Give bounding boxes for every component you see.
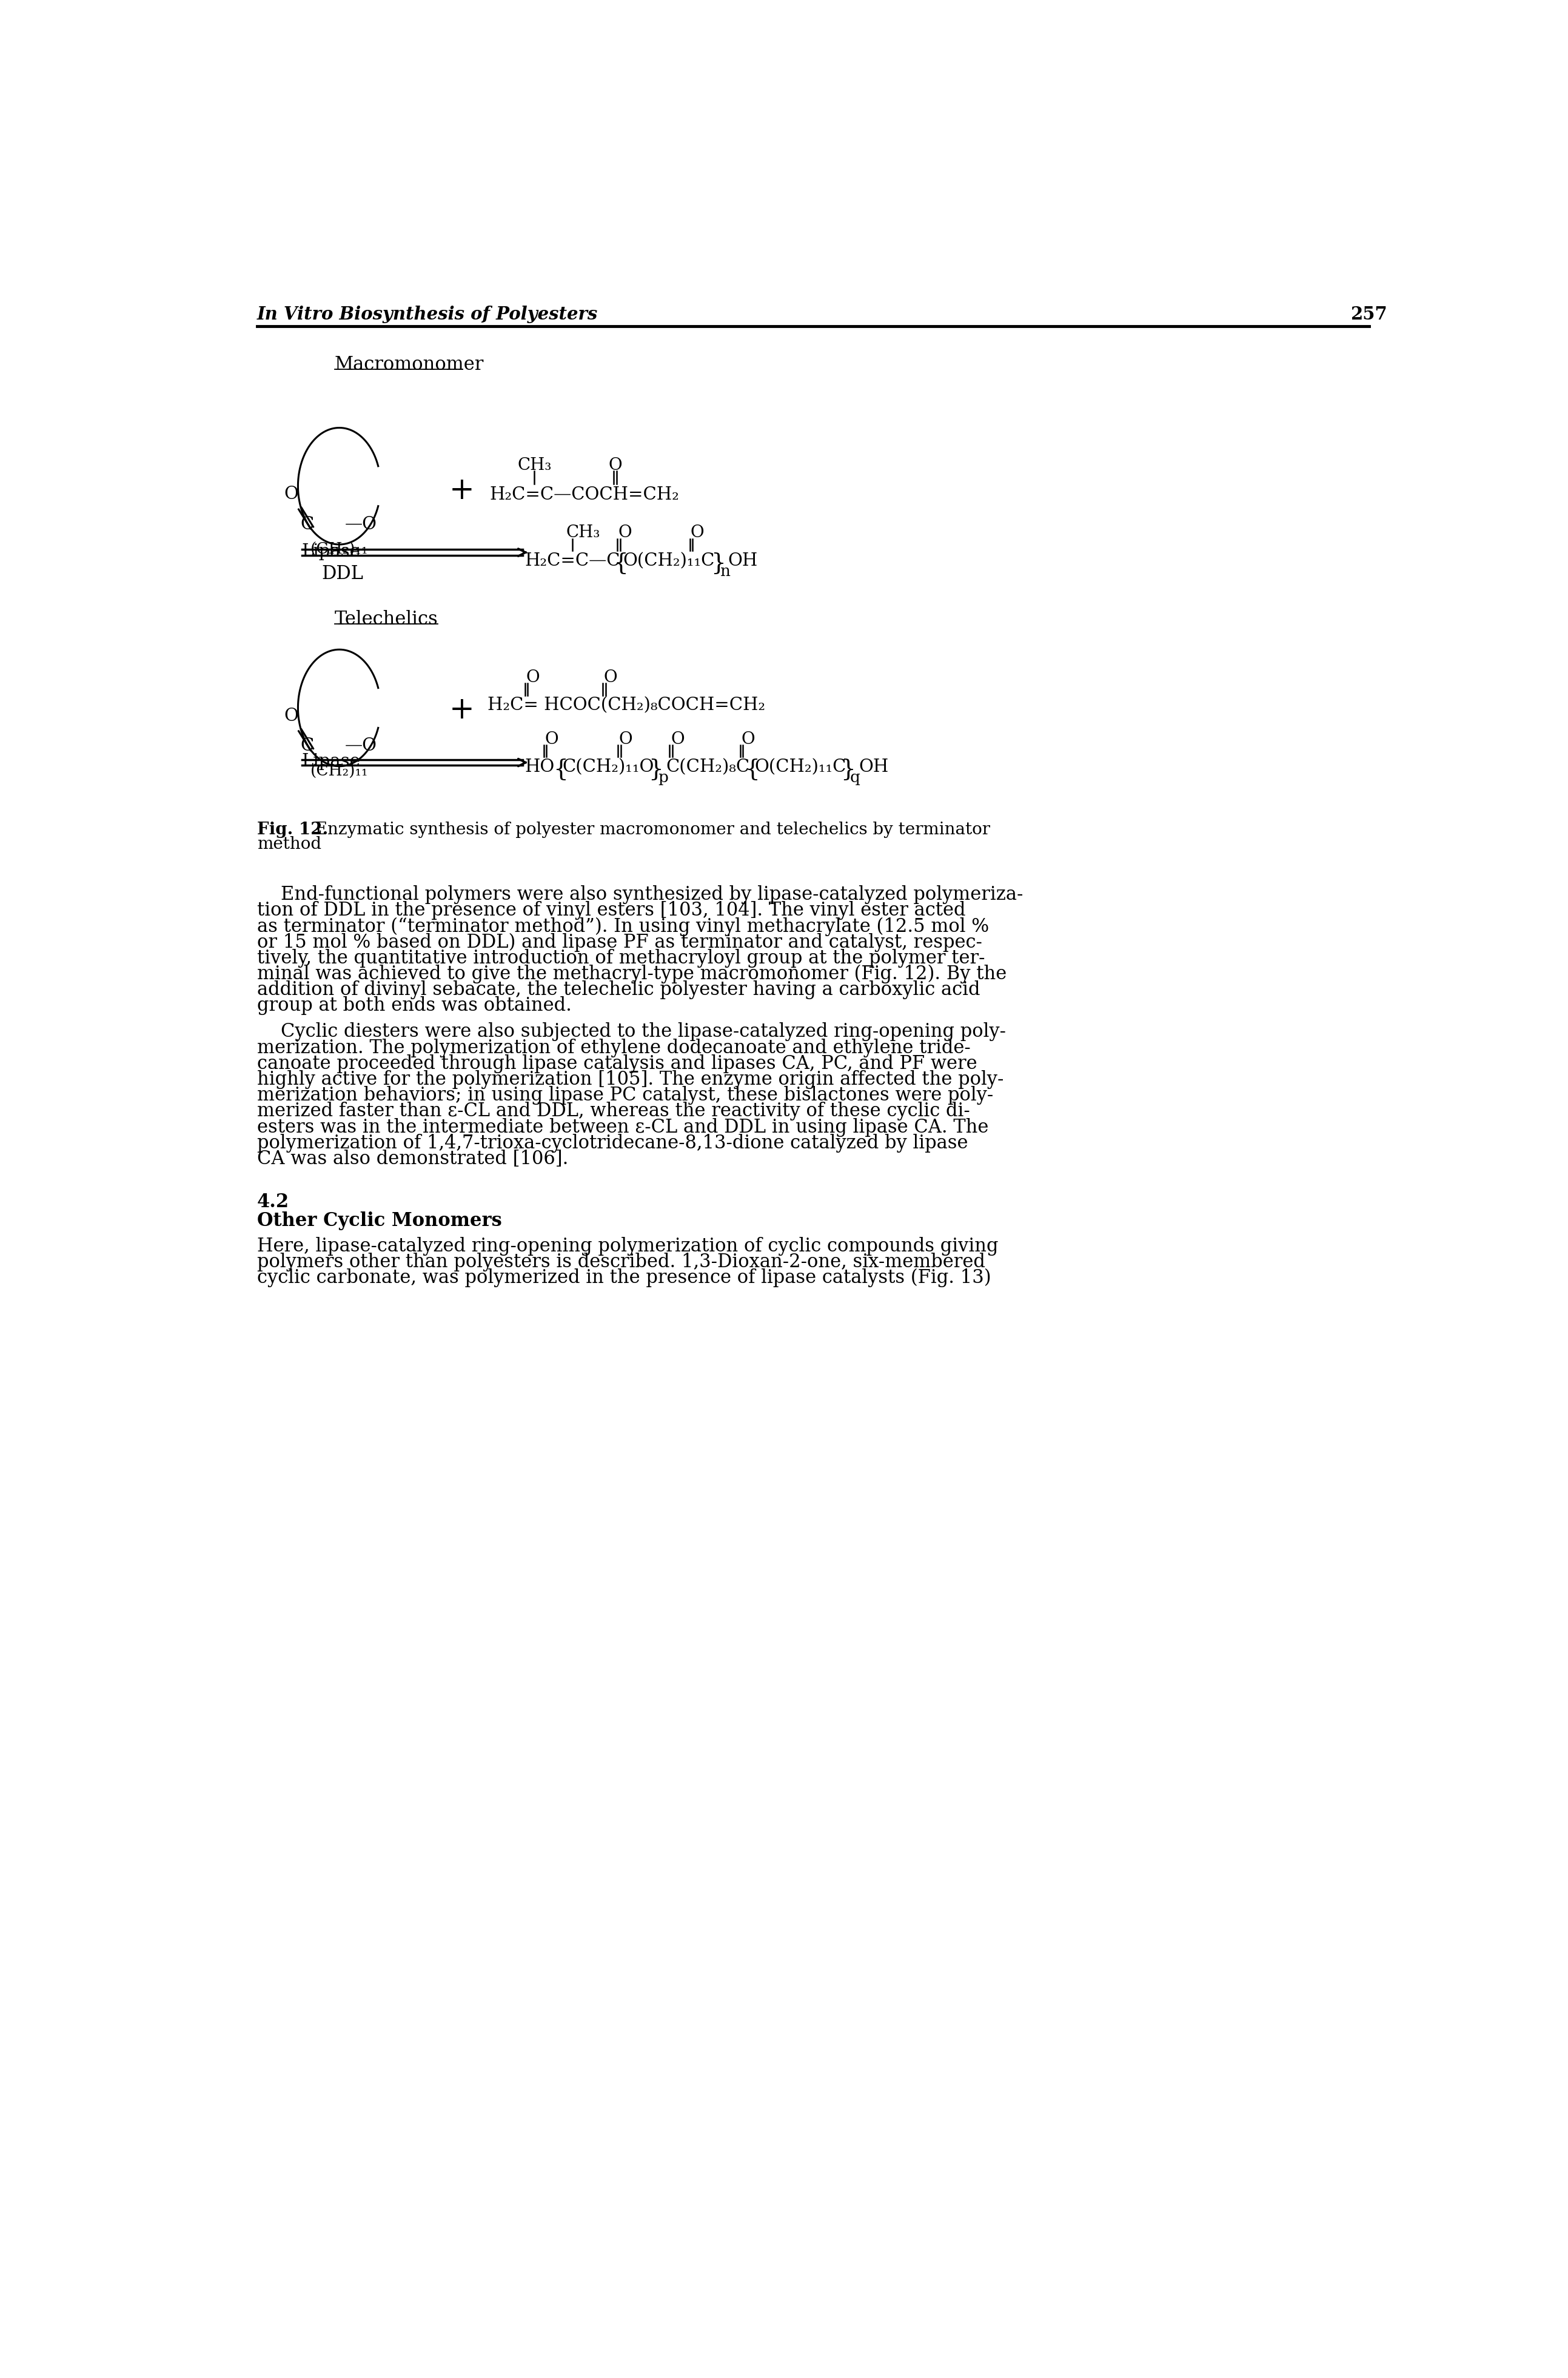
Text: merization. The polymerization of ethylene dodecanoate and ethylene tride-: merization. The polymerization of ethyle… [257,1039,971,1058]
Text: —O: —O [345,516,378,533]
Text: O: O [284,709,298,725]
Text: polymerization of 1,4,7-trioxa-cyclotridecane-8,13-dione catalyzed by lipase: polymerization of 1,4,7-trioxa-cyclotrid… [257,1134,967,1153]
Text: H₂C= HCOC(CH₂)₈COCH=CH₂: H₂C= HCOC(CH₂)₈COCH=CH₂ [488,697,765,713]
Text: C(CH₂)₈C: C(CH₂)₈C [666,759,750,775]
Text: O(CH₂)₁₁C: O(CH₂)₁₁C [754,759,847,775]
Text: O: O [671,730,684,747]
Text: {: { [554,759,568,782]
Text: Here, lipase-catalyzed ring-opening polymerization of cyclic compounds giving: Here, lipase-catalyzed ring-opening poly… [257,1237,999,1256]
Text: C: C [301,737,314,754]
Text: Macromonomer: Macromonomer [334,354,485,373]
Text: HO: HO [525,759,555,775]
Text: Lipase: Lipase [301,542,361,559]
Text: +: + [448,476,474,507]
Text: OH: OH [859,759,889,775]
Text: (CH₂)₁₁: (CH₂)₁₁ [310,763,368,780]
Text: In Vitro Biosynthesis of Polyesters: In Vitro Biosynthesis of Polyesters [257,304,597,323]
Text: +: + [448,694,474,725]
Text: O: O [742,730,754,747]
Text: Telechelics: Telechelics [334,609,437,628]
Text: O: O [619,730,632,747]
Text: CH₃: CH₃ [566,526,601,540]
Text: OH: OH [728,552,757,568]
Text: O: O [690,526,704,540]
Text: Other Cyclic Monomers: Other Cyclic Monomers [257,1210,502,1229]
Text: }: } [649,759,663,782]
Text: O(CH₂)₁₁C: O(CH₂)₁₁C [622,552,715,568]
Text: merized faster than ε-CL and DDL, whereas the reactivity of these cyclic di-: merized faster than ε-CL and DDL, wherea… [257,1101,971,1120]
Text: cyclic carbonate, was polymerized in the presence of lipase catalysts (Fig. 13): cyclic carbonate, was polymerized in the… [257,1267,991,1286]
Text: {: { [613,552,629,575]
Text: O: O [608,457,622,473]
Text: addition of divinyl sebacate, the telechelic polyester having a carboxylic acid: addition of divinyl sebacate, the telech… [257,980,980,999]
Text: {: { [745,759,760,782]
Text: Cyclic diesters were also subjected to the lipase-catalyzed ring-opening poly-: Cyclic diesters were also subjected to t… [257,1023,1007,1042]
Text: O: O [618,526,632,540]
Text: Fig. 12.: Fig. 12. [257,820,328,837]
Text: method: method [257,837,321,854]
Text: merization behaviors; in using lipase PC catalyst, these bislactones were poly-: merization behaviors; in using lipase PC… [257,1087,994,1106]
Text: —O: —O [345,737,378,754]
Text: as terminator (“terminator method”). In using vinyl methacrylate (12.5 mol %: as terminator (“terminator method”). In … [257,918,989,937]
Text: esters was in the intermediate between ε-CL and DDL in using lipase CA. The: esters was in the intermediate between ε… [257,1118,988,1137]
Text: End-functional polymers were also synthesized by lipase-catalyzed polymeriza-: End-functional polymers were also synthe… [257,885,1024,904]
Text: tion of DDL in the presence of vinyl esters [103, 104]. The vinyl ester acted: tion of DDL in the presence of vinyl est… [257,901,966,920]
Text: O: O [544,730,558,747]
Text: C: C [301,516,314,533]
Text: DDL: DDL [321,564,364,583]
Text: 257: 257 [1350,304,1388,323]
Text: O: O [284,485,298,502]
Text: q: q [850,770,861,785]
Text: n: n [720,564,731,578]
Text: CA was also demonstrated [106].: CA was also demonstrated [106]. [257,1149,568,1168]
Text: }: } [710,552,726,575]
Text: p: p [659,770,668,785]
Text: highly active for the polymerization [105]. The enzyme origin affected the poly-: highly active for the polymerization [10… [257,1070,1004,1089]
Text: C(CH₂)₁₁O: C(CH₂)₁₁O [563,759,654,775]
Text: 4.2: 4.2 [257,1191,290,1210]
Text: or 15 mol % based on DDL) and lipase PF as terminator and catalyst, respec-: or 15 mol % based on DDL) and lipase PF … [257,932,982,951]
Text: tively, the quantitative introduction of methacryloyl group at the polymer ter-: tively, the quantitative introduction of… [257,949,985,968]
Text: Lipase: Lipase [301,754,361,770]
Text: CH₃: CH₃ [517,457,552,473]
Text: O: O [525,668,539,685]
Text: H₂C=C—C: H₂C=C—C [525,552,621,568]
Text: Enzymatic synthesis of polyester macromonomer and telechelics by terminator: Enzymatic synthesis of polyester macromo… [304,820,989,837]
Text: O: O [604,668,618,685]
Text: H₂C=C—COCH=CH₂: H₂C=C—COCH=CH₂ [489,485,679,504]
Text: group at both ends was obtained.: group at both ends was obtained. [257,996,572,1015]
Text: polymers other than polyesters is described. 1,3-Dioxan-2-one, six-membered: polymers other than polyesters is descri… [257,1253,985,1272]
Text: minal was achieved to give the methacryl-type macromonomer (Fig. 12). By the: minal was achieved to give the methacryl… [257,965,1007,984]
Text: canoate proceeded through lipase catalysis and lipases CA, PC, and PF were: canoate proceeded through lipase catalys… [257,1053,977,1072]
Text: }: } [840,759,856,782]
Text: (CH₂)₁₁: (CH₂)₁₁ [310,542,368,556]
